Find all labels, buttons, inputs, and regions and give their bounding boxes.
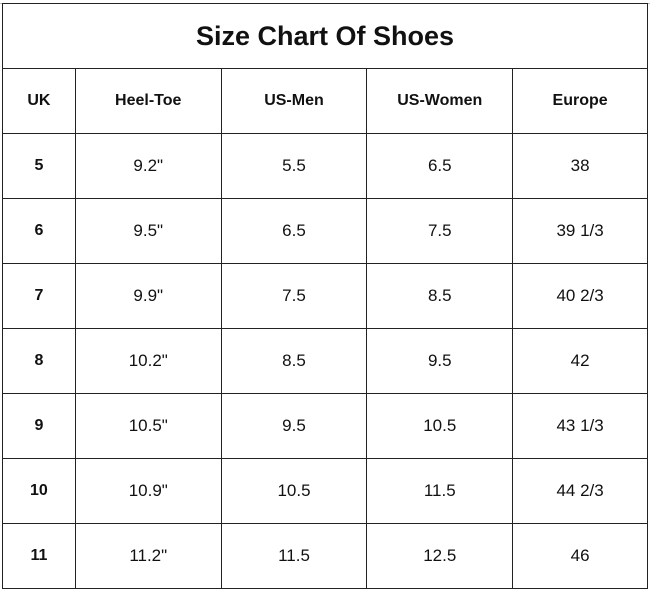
title-row: Size Chart Of Shoes	[2, 3, 648, 69]
table-cell: 10.2"	[74, 328, 222, 394]
table-cell: 9.5"	[74, 198, 222, 264]
table-cell: 6.5	[220, 198, 368, 264]
table-cell: 11.2"	[74, 523, 222, 589]
size-chart-table: Size Chart Of Shoes UK Heel-Toe US-Men US-W…	[2, 3, 648, 589]
table-row: 8 10.2" 8.5 9.5 42	[2, 328, 648, 394]
table-cell: 10.9"	[74, 458, 222, 524]
table-cell: 11.5	[366, 458, 514, 524]
table-cell: 44 2/3	[512, 458, 648, 524]
table-cell: 5.5	[220, 133, 368, 199]
table-row: 9 10.5" 9.5 10.5 43 1/3	[2, 393, 648, 459]
table-cell: 43 1/3	[512, 393, 648, 459]
table-cell: 9.5	[366, 328, 514, 394]
column-header: Heel-Toe	[74, 68, 222, 134]
table-cell: 39 1/3	[512, 198, 648, 264]
table-cell: 9.9"	[74, 263, 222, 329]
table-cell: 7.5	[220, 263, 368, 329]
table-cell: 6	[2, 198, 76, 264]
table-cell: 42	[512, 328, 648, 394]
table-cell: 10	[2, 458, 76, 524]
column-header: US-Women	[366, 68, 514, 134]
table-cell: 6.5	[366, 133, 514, 199]
table-row: 7 9.9" 7.5 8.5 40 2/3	[2, 263, 648, 329]
table-cell: 11	[2, 523, 76, 589]
table-row: 11 11.2" 11.5 12.5 46	[2, 523, 648, 589]
table-cell: 12.5	[366, 523, 514, 589]
table-cell: 8.5	[366, 263, 514, 329]
table-cell: 5	[2, 133, 76, 199]
table-row: 6 9.5" 6.5 7.5 39 1/3	[2, 198, 648, 264]
table-cell: 40 2/3	[512, 263, 648, 329]
column-header: Europe	[512, 68, 648, 134]
column-header: UK	[2, 68, 76, 134]
table-cell: 10.5	[220, 458, 368, 524]
table-cell: 10.5"	[74, 393, 222, 459]
table-cell: 9.5	[220, 393, 368, 459]
table-row: 10 10.9" 10.5 11.5 44 2/3	[2, 458, 648, 524]
table-cell: 9.2"	[74, 133, 222, 199]
column-header: US-Men	[220, 68, 368, 134]
table-title: Size Chart Of Shoes	[2, 3, 648, 69]
table-cell: 8.5	[220, 328, 368, 394]
table-cell: 11.5	[220, 523, 368, 589]
table-cell: 9	[2, 393, 76, 459]
table-cell: 8	[2, 328, 76, 394]
table-cell: 38	[512, 133, 648, 199]
table-cell: 7.5	[366, 198, 514, 264]
table-cell: 10.5	[366, 393, 514, 459]
header-row: UK Heel-Toe US-Men US-Women Europe	[2, 68, 648, 134]
table-row: 5 9.2" 5.5 6.5 38	[2, 133, 648, 199]
table-cell: 46	[512, 523, 648, 589]
table-cell: 7	[2, 263, 76, 329]
